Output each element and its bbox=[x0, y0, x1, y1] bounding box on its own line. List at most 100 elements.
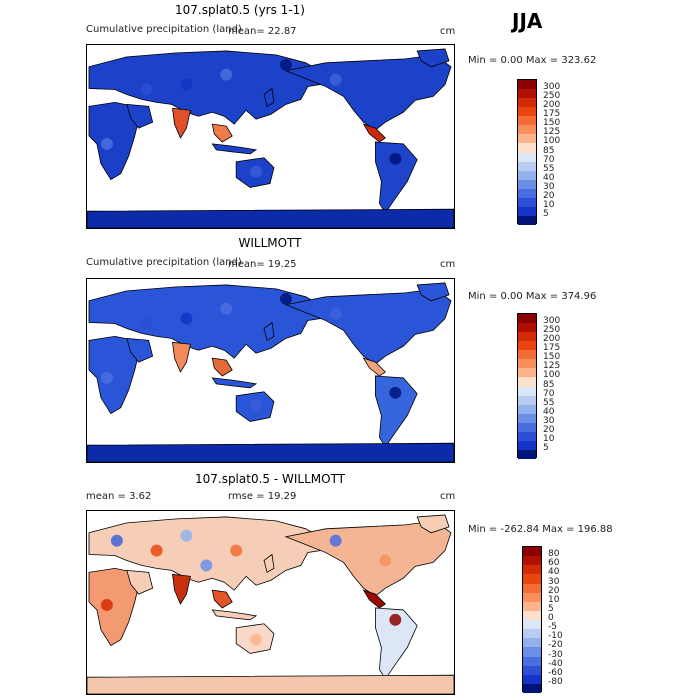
colorbar-tick-label: 175 bbox=[543, 343, 561, 354]
colorbar-swatch bbox=[518, 413, 536, 423]
colorbar-tick-label: 20 bbox=[543, 424, 555, 435]
precip-patch bbox=[230, 544, 243, 557]
se-asia-land bbox=[211, 357, 233, 377]
colorbar-swatch bbox=[518, 107, 536, 117]
colorbar-swatch bbox=[518, 134, 536, 144]
colorbar-tick-label: 10 bbox=[548, 594, 560, 605]
colorbar-tick-label: 60 bbox=[548, 558, 560, 569]
colorbar-swatch bbox=[523, 647, 541, 657]
colorbar-tick-label: 5 bbox=[543, 208, 549, 219]
colorbar bbox=[522, 546, 542, 693]
greenland-land bbox=[416, 48, 450, 68]
colorbar-tick-label: 100 bbox=[543, 136, 561, 147]
panel-title: 107.splat0.5 - WILLMOTT bbox=[194, 472, 346, 486]
north-america-land bbox=[284, 520, 452, 597]
se-asia-land bbox=[211, 123, 233, 143]
colorbar-swatch bbox=[523, 620, 541, 630]
precip-patch bbox=[100, 599, 113, 611]
precip-patch bbox=[250, 633, 263, 646]
colorbar-swatch bbox=[518, 386, 536, 396]
central-america-land bbox=[362, 357, 386, 377]
colorbar-swatch bbox=[518, 206, 536, 216]
colorbar-swatch bbox=[518, 89, 536, 99]
map-frame bbox=[86, 278, 455, 463]
south-america-land bbox=[375, 141, 418, 214]
mean-label: mean = 3.62 bbox=[86, 491, 152, 502]
indonesia-land bbox=[211, 609, 258, 621]
precip-patch bbox=[329, 534, 342, 547]
colorbar-tick-label: -5 bbox=[548, 622, 557, 633]
colorbar-swatch bbox=[523, 601, 541, 611]
colorbar-swatch bbox=[523, 610, 541, 620]
mean-label: mean= 22.87 bbox=[228, 26, 297, 37]
se-asia-land bbox=[211, 589, 233, 609]
precip-patch bbox=[100, 371, 113, 384]
colorbar-swatch bbox=[518, 332, 536, 342]
colorbar-swatch bbox=[518, 161, 536, 171]
units-label: cm bbox=[440, 491, 456, 502]
colorbar-tick-label: 5 bbox=[543, 442, 549, 453]
colorbar-swatch bbox=[523, 656, 541, 666]
colorbar-tick-label: -30 bbox=[548, 649, 563, 660]
north-america-land bbox=[284, 288, 452, 365]
colorbar-tick-label: 5 bbox=[548, 603, 554, 614]
colorbar-swatch bbox=[518, 98, 536, 108]
colorbar-swatch bbox=[518, 422, 536, 432]
precip-patch bbox=[220, 302, 233, 315]
colorbar-swatch bbox=[518, 431, 536, 441]
colorbar-tick-label: 40 bbox=[543, 172, 555, 183]
colorbar-tick-label: 125 bbox=[543, 361, 561, 372]
precip-patch bbox=[279, 292, 292, 305]
precip-patch bbox=[279, 58, 292, 71]
colorbar-tick-label: 150 bbox=[543, 118, 561, 129]
colorbar-tick-label: -60 bbox=[548, 667, 563, 678]
south-america-land bbox=[375, 375, 418, 448]
colorbar-tick-label: 55 bbox=[543, 163, 555, 174]
greenland-land bbox=[416, 514, 450, 534]
colorbar-swatch bbox=[523, 683, 541, 693]
colorbar-tick-label: 125 bbox=[543, 127, 561, 138]
precip-patch bbox=[150, 544, 163, 557]
rmse-label: rmse = 19.29 bbox=[228, 491, 297, 502]
colorbar-tick-label: 20 bbox=[543, 190, 555, 201]
colorbar-tick-label: 70 bbox=[543, 154, 555, 165]
colorbar-tick-label: 100 bbox=[543, 370, 561, 381]
colorbar-tick-label: 70 bbox=[543, 388, 555, 399]
north-america-land bbox=[284, 54, 452, 131]
precip-patch bbox=[389, 386, 402, 399]
colorbar-tick-label: 30 bbox=[548, 576, 560, 587]
colorbar-tick-label: 40 bbox=[548, 567, 560, 578]
map-frame bbox=[86, 510, 455, 695]
india-land bbox=[172, 107, 191, 139]
precip-patch bbox=[180, 312, 193, 325]
colorbar-swatch bbox=[518, 152, 536, 162]
season-label: JJA bbox=[512, 9, 543, 33]
indonesia-land bbox=[211, 377, 258, 389]
precip-map bbox=[87, 48, 454, 228]
japan-land bbox=[263, 87, 275, 107]
colorbar-swatch bbox=[523, 592, 541, 602]
colorbar-tick-label: 10 bbox=[543, 433, 555, 444]
colorbar-swatch bbox=[523, 556, 541, 566]
antarctica-land bbox=[87, 674, 454, 694]
colorbar-tick-label: 250 bbox=[543, 325, 561, 336]
colorbar-swatch bbox=[518, 404, 536, 414]
japan-land bbox=[263, 553, 275, 573]
colorbar-swatch bbox=[523, 565, 541, 575]
precip-patch bbox=[140, 83, 153, 96]
precip-patch bbox=[100, 137, 113, 150]
colorbar-swatch bbox=[518, 116, 536, 126]
colorbar bbox=[517, 79, 537, 225]
colorbar-swatch bbox=[518, 449, 536, 459]
colorbar-tick-label: -40 bbox=[548, 658, 563, 669]
colorbar-tick-label: 150 bbox=[543, 352, 561, 363]
precip-patch bbox=[329, 73, 342, 86]
colorbar-swatch bbox=[518, 80, 536, 90]
precip-patch bbox=[329, 307, 342, 320]
precip-patch bbox=[180, 529, 193, 542]
colorbar-tick-label: 300 bbox=[543, 316, 561, 327]
panel-subtitle: Cumulative precipitation (land) bbox=[86, 24, 242, 35]
arabia-land bbox=[126, 569, 154, 595]
colorbar-tick-label: 40 bbox=[543, 406, 555, 417]
colorbar-swatch bbox=[518, 314, 536, 324]
